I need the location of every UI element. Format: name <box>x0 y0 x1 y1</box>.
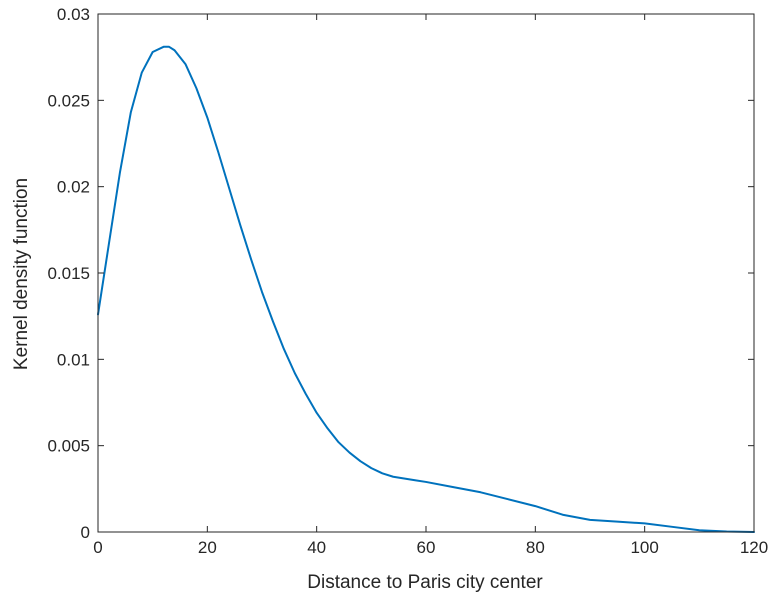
y-axis-label: Kernel density function <box>11 178 32 370</box>
x-tick-label: 20 <box>198 538 217 557</box>
x-tick-label: 100 <box>630 538 658 557</box>
y-tick-label: 0.015 <box>47 264 90 283</box>
y-tick-label: 0.01 <box>57 350 90 369</box>
x-axis-label: Distance to Paris city center <box>307 572 543 593</box>
x-tick-label: 0 <box>93 538 102 557</box>
x-tick-label: 40 <box>307 538 326 557</box>
y-tick-label: 0.025 <box>47 91 90 110</box>
density-curve-0 <box>97 45 755 533</box>
plot-frame <box>97 13 755 533</box>
y-tick-label: 0.03 <box>57 5 90 24</box>
axes: 0 20 40 60 80 100 120 0 0.005 0.01 0.015 0.02 0.025 0… <box>47 5 768 557</box>
y-tick-label: 0.005 <box>47 437 90 456</box>
axis-labels: Distance to Paris city center Kernel den… <box>11 178 543 593</box>
x-tick-label: 80 <box>526 538 545 557</box>
plot-area <box>97 45 755 533</box>
y-tick-label: 0.02 <box>57 178 90 197</box>
y-tick-label: 0 <box>81 523 90 542</box>
x-tick-label: 60 <box>417 538 436 557</box>
x-tick-label: 120 <box>740 538 768 557</box>
